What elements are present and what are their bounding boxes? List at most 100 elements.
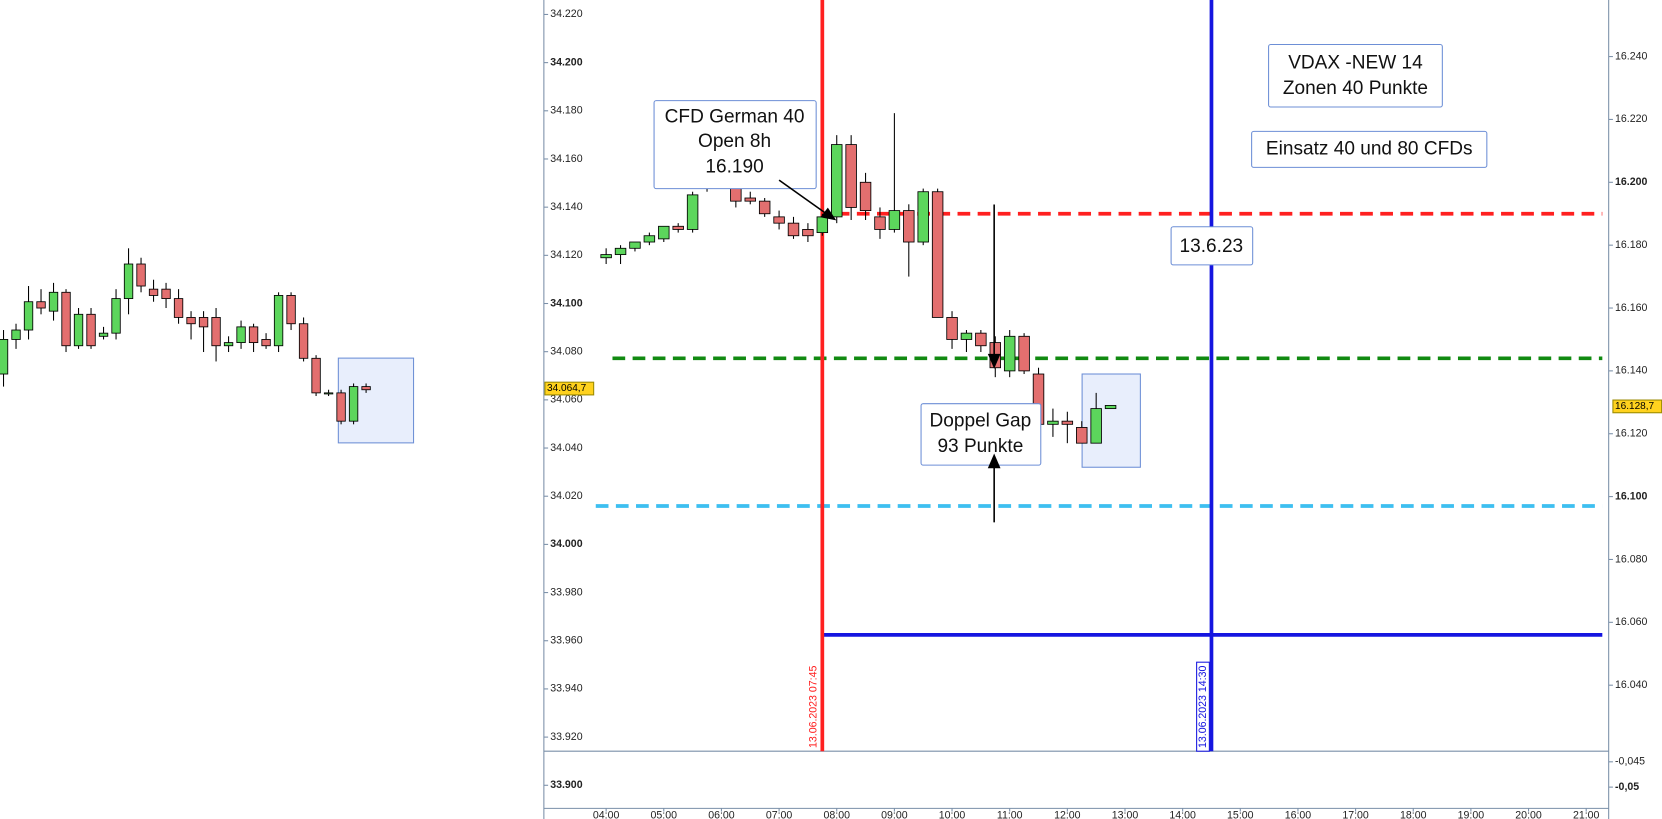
candle-body bbox=[1061, 420, 1074, 425]
candle-body bbox=[787, 222, 800, 237]
candle-body bbox=[773, 216, 785, 224]
y2-tick-label: 16.100 bbox=[1615, 490, 1647, 502]
candle-body bbox=[1047, 420, 1059, 425]
candle-body bbox=[336, 392, 346, 422]
candle-body bbox=[361, 386, 371, 391]
x-tick-label: 06:00 bbox=[708, 810, 735, 819]
time-label: 13.06.2023 14:30 bbox=[1197, 666, 1209, 748]
y2-tick-label: 16.200 bbox=[1615, 176, 1647, 188]
candle-body bbox=[311, 357, 321, 394]
arrow bbox=[778, 179, 828, 215]
candle-body bbox=[1090, 408, 1102, 444]
candle-body bbox=[348, 386, 359, 422]
x-tick-label: 21:00 bbox=[1573, 810, 1600, 819]
candle-body bbox=[198, 317, 209, 328]
y-tick-label: 34.180 bbox=[550, 105, 582, 117]
x-tick-label: 18:00 bbox=[1400, 810, 1427, 819]
candle-body bbox=[1076, 427, 1088, 444]
candle-body bbox=[61, 291, 71, 347]
y-tick-label: 33.900 bbox=[550, 779, 582, 791]
annotation-text: 93 Punkte bbox=[937, 436, 1023, 457]
annotation-text: VDAX -NEW 14 bbox=[1288, 53, 1423, 74]
candle-body bbox=[903, 210, 915, 243]
x-tick-label: 14:00 bbox=[1169, 810, 1196, 819]
y-tick-label: 33.940 bbox=[550, 683, 582, 695]
price-tag-label: 34.064,7 bbox=[547, 383, 587, 394]
candle-body bbox=[758, 200, 771, 215]
candle-body bbox=[600, 254, 612, 259]
annotations: CFD German 40 Open 8h 16.190 VDAX -NEW 1… bbox=[653, 43, 1488, 523]
annotation-text: Einsatz 40 und 80 CFDs bbox=[1266, 138, 1473, 159]
annotation-box bbox=[653, 100, 817, 190]
candle-body bbox=[845, 144, 857, 208]
y-tick-label: 34.060 bbox=[550, 394, 582, 406]
candle-body bbox=[1018, 335, 1030, 372]
candle-body bbox=[161, 288, 171, 300]
y-tick-label: 33.960 bbox=[550, 635, 582, 647]
y2-tick-label: 16.140 bbox=[1615, 365, 1647, 377]
annotation-box bbox=[1251, 130, 1488, 168]
x-tick-label: 17:00 bbox=[1342, 810, 1369, 819]
y-tick-label: 34.020 bbox=[550, 490, 582, 502]
candle-body bbox=[960, 332, 973, 340]
candle-body bbox=[273, 295, 284, 347]
candle-body bbox=[946, 317, 958, 340]
x-tick-label: 08:00 bbox=[823, 810, 850, 819]
y2-tick-label: 16.040 bbox=[1615, 679, 1647, 691]
candle-body bbox=[643, 235, 656, 243]
candle-body bbox=[686, 194, 699, 230]
x-tick-label: 12:00 bbox=[1054, 810, 1081, 819]
annotation-text: CFD German 40 bbox=[665, 107, 805, 128]
candle-body bbox=[261, 339, 271, 347]
candle-body bbox=[73, 313, 84, 347]
candle-body bbox=[744, 197, 756, 202]
candle-body bbox=[802, 229, 814, 237]
y-tick-label: 34.000 bbox=[550, 538, 582, 550]
candle-body bbox=[48, 291, 59, 312]
indicator-tick-label: -0,045 bbox=[1615, 756, 1645, 768]
y-tick-label: 34.220 bbox=[550, 8, 582, 20]
y-tick-label: 34.140 bbox=[550, 201, 582, 213]
price-tag-label: 16.128,7 bbox=[1615, 401, 1655, 412]
indicator-tick-label: -0,05 bbox=[1615, 781, 1639, 793]
x-tick-label: 04:00 bbox=[593, 810, 620, 819]
x-tick-label: 16:00 bbox=[1285, 810, 1312, 819]
y-tick-label: 34.100 bbox=[550, 297, 582, 309]
candle-body bbox=[98, 332, 109, 337]
candle-body bbox=[286, 295, 296, 325]
candle-body bbox=[111, 298, 121, 334]
annotation-box bbox=[1268, 43, 1443, 108]
y2-tick-label: 16.120 bbox=[1615, 428, 1647, 440]
candle-body bbox=[1104, 405, 1117, 410]
candle-body bbox=[123, 263, 134, 300]
candle-body bbox=[173, 298, 184, 318]
candle-body bbox=[874, 216, 886, 230]
candle-body bbox=[888, 210, 901, 230]
candle-body bbox=[211, 317, 221, 347]
y2-tick-label: 16.220 bbox=[1615, 113, 1647, 125]
x-tick-label: 09:00 bbox=[881, 810, 908, 819]
annotation-text: Doppel Gap bbox=[930, 411, 1032, 432]
x-tick-label: 15:00 bbox=[1227, 810, 1254, 819]
candle-body bbox=[11, 329, 21, 340]
x-tick-label: 05:00 bbox=[651, 810, 678, 819]
candle-body bbox=[931, 191, 944, 318]
candle-body bbox=[148, 288, 159, 296]
candle-body bbox=[975, 332, 987, 347]
x-tick-label: 07:00 bbox=[766, 810, 793, 819]
annotation-text: Open 8h bbox=[698, 131, 771, 152]
candle-body bbox=[248, 326, 259, 344]
candle-body bbox=[0, 339, 9, 375]
candle-body bbox=[831, 144, 843, 218]
x-tick-label: 19:00 bbox=[1458, 810, 1485, 819]
candle-body bbox=[136, 263, 146, 287]
y-tick-label: 34.160 bbox=[550, 153, 582, 165]
candle-body bbox=[23, 301, 34, 331]
y2-tick-label: 16.160 bbox=[1615, 302, 1647, 314]
y2-tick-label: 16.240 bbox=[1615, 50, 1647, 62]
y2-tick-label: 16.080 bbox=[1615, 553, 1647, 565]
candle-body bbox=[298, 323, 309, 359]
y-tick-label: 34.120 bbox=[550, 249, 582, 261]
y-tick-label: 33.920 bbox=[550, 731, 582, 743]
candle-body bbox=[859, 181, 872, 212]
